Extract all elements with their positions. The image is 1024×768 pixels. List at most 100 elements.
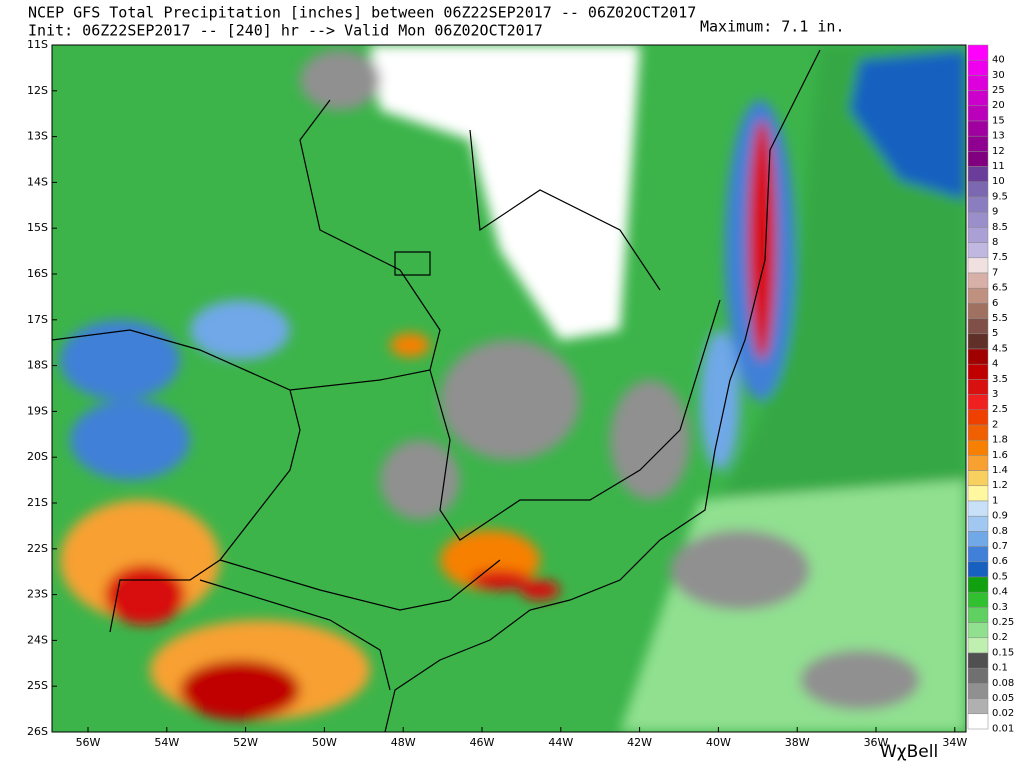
colorbar-label: 1.6 — [992, 450, 1008, 461]
init-line: Init: 06Z22SEP2017 -- [240] hr --> Valid… — [28, 22, 543, 40]
colorbar-swatch — [967, 166, 989, 183]
colorbar-swatch — [967, 713, 989, 730]
colorbar-label: 1.4 — [992, 465, 1008, 476]
colorbar-swatch — [967, 439, 989, 456]
lat-label: 14S — [27, 175, 48, 188]
colorbar-swatch — [967, 272, 989, 289]
colorbar-label: 1 — [992, 495, 998, 506]
colorbar-swatch — [967, 44, 989, 61]
colorbar-swatch — [967, 303, 989, 319]
lon-label: 48W — [391, 736, 416, 749]
lon-label: 34W — [942, 736, 967, 749]
lat-label: 17S — [27, 313, 48, 326]
colorbar-swatch — [967, 485, 989, 502]
colorbar-swatch — [967, 135, 989, 152]
colorbar-label: 0.4 — [992, 587, 1008, 598]
colorbar-label: 0.05 — [992, 693, 1014, 704]
colorbar-swatch — [967, 637, 989, 654]
colorbar-label: 0.25 — [992, 617, 1014, 628]
lat-label: 16S — [27, 267, 48, 280]
colorbar-swatch — [967, 120, 989, 137]
colorbar-swatch — [967, 90, 989, 107]
colorbar-swatch — [967, 348, 989, 365]
lat-label: 18S — [27, 359, 48, 372]
colorbar-label: 0.7 — [992, 541, 1008, 552]
colorbar-swatch — [967, 455, 989, 471]
colorbar-label: 25 — [992, 85, 1005, 96]
colorbar-label: 8 — [992, 237, 998, 248]
colorbar-swatch — [967, 531, 989, 547]
axis-labels: 11S 12S 13S 14S 15S 16S 17S 18S 19S 20S 21S 22S 23S 2… — [27, 38, 967, 749]
lon-label: 44W — [548, 736, 573, 749]
colorbar-swatch — [967, 622, 989, 639]
colorbar-label: 4.5 — [992, 343, 1008, 354]
colorbar-label: 0.5 — [992, 571, 1008, 582]
colorbar-label: 40 — [992, 55, 1005, 66]
title: NCEP GFS Total Precipitation [inches] be… — [28, 4, 696, 22]
lon-label: 40W — [706, 736, 731, 749]
colorbar-label: 15 — [992, 115, 1005, 126]
colorbar-label: 7 — [992, 267, 998, 278]
colorbar-label: 5.5 — [992, 313, 1008, 324]
colorbar-swatch — [967, 181, 989, 198]
colorbar-swatch — [967, 424, 989, 441]
lon-label: 36W — [864, 736, 889, 749]
colorbar-label: 30 — [992, 70, 1005, 81]
colorbar-swatch — [967, 211, 989, 228]
colorbar-swatch — [967, 515, 989, 532]
colorbar-label: 0.15 — [992, 647, 1014, 658]
lat-label: 26S — [27, 725, 48, 738]
colorbar-swatch — [967, 196, 989, 213]
colorbar-label: 0.2 — [992, 632, 1008, 643]
colorbar-swatch — [967, 409, 989, 426]
colorbar-label: 0.8 — [992, 526, 1008, 537]
colorbar-label: 4 — [992, 359, 998, 370]
lat-label: 23S — [27, 588, 48, 601]
colorbar-swatch — [967, 698, 989, 715]
colorbar-swatch — [967, 394, 989, 411]
lat-label: 21S — [27, 496, 48, 509]
colorbar-label: 0.1 — [992, 663, 1008, 674]
colorbar-label: 2.5 — [992, 404, 1008, 415]
colorbar-swatch — [967, 105, 989, 122]
colorbar-label: 13 — [992, 131, 1005, 142]
lat-label: 25S — [27, 679, 48, 692]
colorbar-label: 0.6 — [992, 556, 1008, 567]
lat-label: 11S — [27, 38, 48, 51]
colorbar-swatch — [967, 500, 989, 517]
colorbar-label: 0.3 — [992, 602, 1008, 613]
lon-label: 42W — [627, 736, 652, 749]
colorbar-label: 9 — [992, 207, 998, 218]
lat-label: 13S — [27, 130, 48, 143]
lat-label: 19S — [27, 404, 48, 417]
colorbar-label: 11 — [992, 161, 1005, 172]
colorbar-swatch — [967, 257, 989, 274]
colorbar-label: 9.5 — [992, 191, 1008, 202]
lat-label: 24S — [27, 633, 48, 646]
colorbar-label: 1.8 — [992, 435, 1008, 446]
map-frame — [51, 44, 967, 733]
colorbar-label: 10 — [992, 176, 1005, 187]
colorbar-label: 12 — [992, 146, 1005, 157]
colorbar-swatch — [967, 652, 989, 669]
colorbar: 4030252015131211109.598.587.576.565.554.… — [967, 44, 1014, 734]
lon-label: 46W — [470, 736, 495, 749]
colorbar-label: 3.5 — [992, 374, 1008, 385]
colorbar-label: 0.02 — [992, 708, 1014, 719]
colorbar-label: 0.08 — [992, 678, 1014, 689]
colorbar-swatch — [967, 363, 989, 380]
colorbar-label: 7.5 — [992, 252, 1008, 263]
colorbar-label: 5 — [992, 328, 998, 339]
colorbar-swatch — [967, 379, 989, 395]
colorbar-swatch — [967, 561, 989, 578]
colorbar-swatch — [967, 151, 989, 167]
colorbar-swatch — [967, 591, 989, 608]
colorbar-label: 1.2 — [992, 480, 1008, 491]
colorbar-swatch — [967, 546, 989, 563]
colorbar-swatch — [967, 576, 989, 593]
colorbar-swatch — [967, 287, 989, 304]
colorbar-swatch — [967, 683, 989, 699]
colorbar-label: 6 — [992, 298, 998, 309]
lon-label: 50W — [312, 736, 337, 749]
lon-label: 52W — [233, 736, 258, 749]
